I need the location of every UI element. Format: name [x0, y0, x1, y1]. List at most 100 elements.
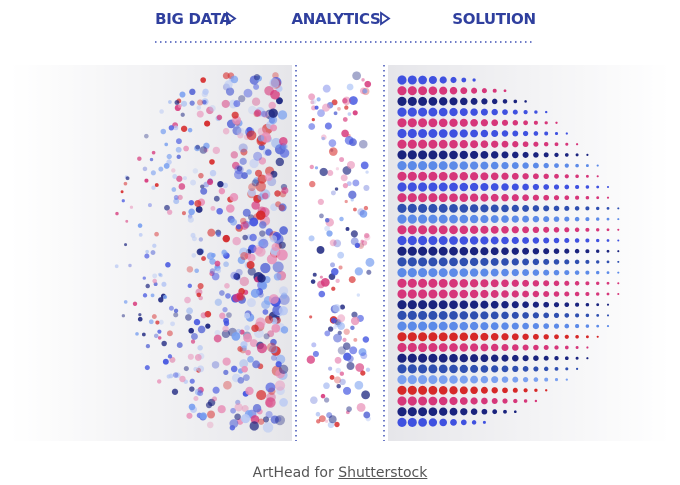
dot	[345, 410, 350, 415]
dot	[438, 139, 448, 149]
dot	[596, 206, 600, 211]
dot	[449, 161, 458, 170]
dot	[351, 311, 358, 318]
dot	[470, 150, 479, 159]
dot	[187, 216, 194, 223]
dot	[565, 132, 568, 135]
dot	[257, 418, 265, 425]
dot	[250, 288, 260, 298]
dot	[269, 344, 278, 354]
dot	[222, 127, 230, 135]
dot	[418, 332, 428, 342]
dot	[342, 342, 351, 350]
dot	[470, 397, 478, 405]
dot	[449, 321, 458, 331]
dot	[554, 345, 559, 350]
dot	[501, 130, 509, 137]
dot	[397, 289, 407, 299]
dot	[480, 247, 489, 256]
dot	[596, 281, 600, 285]
dot	[606, 207, 610, 210]
dot	[428, 385, 438, 395]
source-link[interactable]: Shutterstock	[338, 465, 428, 481]
dot	[407, 161, 417, 171]
dot	[470, 97, 478, 105]
dot	[490, 311, 499, 320]
dot	[585, 281, 590, 286]
dot	[397, 268, 407, 278]
dot	[428, 235, 438, 246]
dot	[321, 103, 331, 112]
dot	[428, 353, 438, 363]
dot	[221, 249, 227, 255]
dot	[342, 337, 347, 342]
dot	[553, 302, 560, 308]
dot	[418, 385, 428, 395]
dot	[255, 246, 266, 257]
dot	[237, 256, 246, 265]
dot	[503, 409, 507, 414]
dot	[186, 266, 194, 273]
dot	[428, 161, 438, 171]
dot	[407, 257, 417, 267]
dot	[346, 181, 352, 187]
dot	[407, 364, 417, 374]
dot	[449, 268, 458, 277]
dot	[428, 75, 437, 85]
dot	[553, 312, 560, 319]
dot	[206, 178, 214, 186]
dot	[397, 385, 407, 395]
dot	[533, 141, 539, 147]
dot	[150, 170, 156, 176]
dot	[159, 273, 163, 278]
dot	[543, 258, 550, 265]
dot	[543, 248, 550, 255]
dot	[365, 257, 375, 267]
dot	[209, 105, 216, 112]
dot	[564, 184, 570, 190]
dot	[553, 259, 560, 265]
dot	[270, 124, 278, 132]
dot	[449, 182, 458, 192]
dot	[280, 292, 288, 299]
dot	[418, 407, 428, 417]
dot	[480, 182, 489, 192]
dot	[459, 140, 468, 149]
dot	[166, 153, 172, 160]
dot	[438, 225, 448, 235]
dot	[258, 292, 264, 298]
dot	[356, 293, 361, 297]
dot	[222, 72, 230, 80]
dot	[553, 237, 560, 244]
dot	[585, 174, 589, 178]
dot	[169, 356, 176, 363]
dot	[328, 366, 333, 371]
dot	[469, 268, 479, 277]
dot	[270, 338, 277, 346]
dot	[179, 375, 186, 383]
dot	[318, 415, 326, 423]
dot	[357, 208, 365, 216]
dot	[532, 173, 539, 180]
dot	[512, 109, 518, 115]
dot	[397, 417, 407, 427]
dot	[501, 311, 509, 320]
dot	[281, 143, 288, 150]
dot	[449, 386, 458, 395]
dot	[449, 353, 458, 363]
dot	[522, 173, 529, 180]
dot	[262, 309, 269, 315]
dot	[460, 408, 468, 416]
dot	[490, 332, 499, 341]
dot	[471, 420, 477, 425]
dot	[188, 403, 196, 411]
dot	[480, 119, 489, 127]
dot	[348, 96, 358, 105]
dot	[512, 365, 519, 373]
dot	[459, 161, 469, 170]
dot	[276, 386, 285, 396]
dot	[522, 247, 530, 255]
dot	[438, 343, 448, 352]
dot	[222, 357, 231, 366]
dot	[532, 280, 540, 287]
